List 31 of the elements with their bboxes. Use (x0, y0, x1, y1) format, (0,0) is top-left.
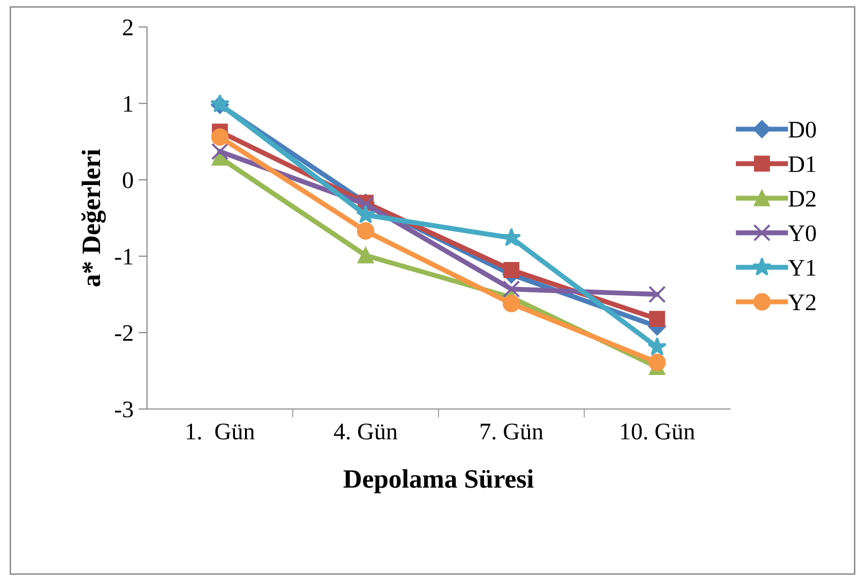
point (358, 247, 374, 264)
y-tick-label: 2 (123, 20, 133, 36)
point (647, 337, 667, 356)
y-tick-label: -2 (115, 325, 133, 341)
point (503, 262, 520, 278)
x-tick-label: 1. Gün (186, 424, 255, 440)
point (648, 286, 666, 304)
point (356, 222, 374, 240)
point (649, 310, 666, 327)
point (502, 294, 520, 312)
point (211, 142, 229, 160)
x-tick-label: 10. Gün (621, 424, 695, 440)
legend-label: Y0 (788, 225, 816, 242)
y-tick-label: 0 (122, 172, 133, 188)
y-axis-title: a* Değerleri (81, 149, 106, 286)
x-tick-label: 4. Gün (334, 424, 398, 440)
y-tick-label: 1 (124, 96, 132, 112)
legend-label: Y1 (788, 260, 816, 276)
legend-label: D2 (788, 190, 816, 207)
point (356, 204, 376, 224)
point (648, 354, 666, 372)
legend-label: D0 (788, 122, 816, 138)
y-tick-label: -1 (115, 248, 132, 264)
point (211, 128, 229, 146)
x-tick-label: 7. Gün (480, 424, 544, 440)
point (502, 280, 520, 298)
legend-label: D1 (788, 156, 816, 172)
x-axis-title: Depolama Süresi (344, 469, 534, 494)
point (502, 228, 522, 246)
y-tick-label: -3 (115, 402, 133, 418)
legend-label: Y2 (788, 294, 816, 310)
